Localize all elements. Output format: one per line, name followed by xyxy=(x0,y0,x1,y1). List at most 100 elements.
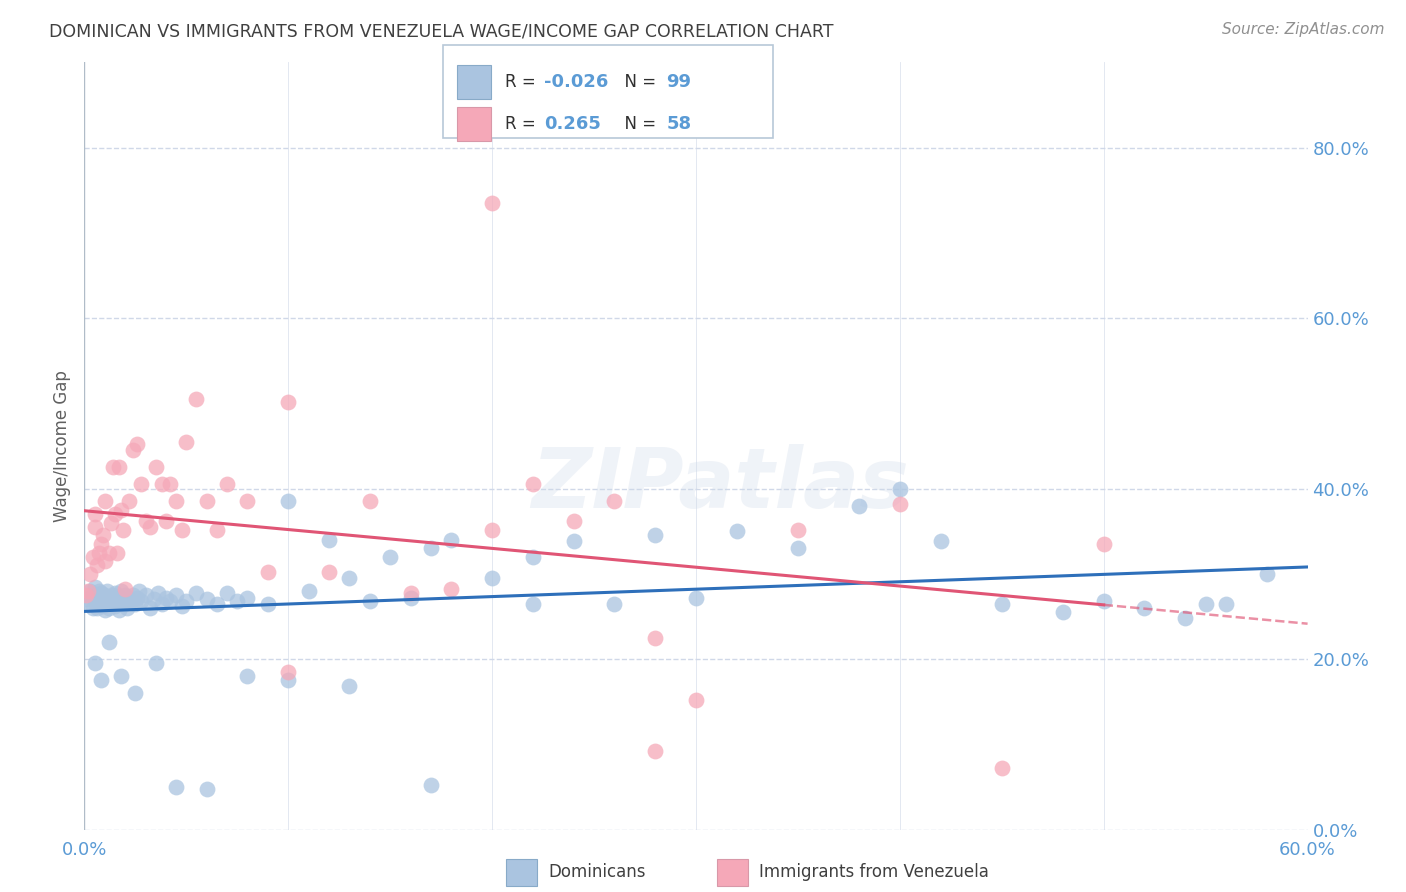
Point xyxy=(101,460,124,475)
Point xyxy=(174,434,197,449)
Point xyxy=(165,588,187,602)
Point xyxy=(380,549,402,564)
Point xyxy=(96,594,118,608)
Point xyxy=(124,686,146,700)
Point xyxy=(114,582,136,597)
Point xyxy=(1174,611,1197,625)
Point xyxy=(82,601,104,615)
Point xyxy=(127,591,149,605)
Point xyxy=(110,591,132,605)
Point xyxy=(108,460,131,475)
Point xyxy=(339,571,361,585)
Text: R =: R = xyxy=(505,73,541,91)
Point xyxy=(86,558,108,573)
Point xyxy=(145,460,167,475)
Point xyxy=(91,592,114,607)
Point xyxy=(195,494,218,508)
Point xyxy=(195,592,218,607)
Point xyxy=(339,679,361,693)
Point xyxy=(522,477,544,491)
Point xyxy=(644,744,666,758)
Point xyxy=(236,591,259,605)
Point xyxy=(104,599,127,614)
Point xyxy=(1195,597,1218,611)
Point xyxy=(91,599,114,614)
Point xyxy=(150,477,173,491)
Point xyxy=(131,477,153,491)
Point xyxy=(399,585,422,599)
Point xyxy=(205,597,228,611)
Point xyxy=(1092,537,1115,551)
Point xyxy=(1256,566,1278,581)
Text: N =: N = xyxy=(614,115,662,133)
Point xyxy=(90,585,112,599)
Point xyxy=(122,443,145,458)
Point xyxy=(318,565,340,579)
Text: DOMINICAN VS IMMIGRANTS FROM VENEZUELA WAGE/INCOME GAP CORRELATION CHART: DOMINICAN VS IMMIGRANTS FROM VENEZUELA W… xyxy=(49,22,834,40)
Point xyxy=(96,583,118,598)
Point xyxy=(110,669,132,683)
Point xyxy=(644,528,666,542)
Point xyxy=(138,520,160,534)
Point xyxy=(172,599,194,614)
Point xyxy=(195,781,218,796)
Point xyxy=(127,437,149,451)
Point xyxy=(118,494,141,508)
Text: ZIPatlas: ZIPatlas xyxy=(531,444,910,524)
Point xyxy=(90,597,112,611)
Point xyxy=(110,583,132,598)
Point xyxy=(93,494,115,508)
Point xyxy=(236,669,259,683)
Point xyxy=(118,592,141,607)
Point xyxy=(114,588,136,602)
Point xyxy=(83,592,105,607)
Text: R =: R = xyxy=(505,115,541,133)
Point xyxy=(124,597,146,611)
Point xyxy=(159,594,181,608)
Point xyxy=(1052,605,1074,619)
Point xyxy=(991,761,1014,775)
Point xyxy=(481,523,503,537)
Point xyxy=(562,514,585,528)
Point xyxy=(226,594,249,608)
Point xyxy=(83,580,105,594)
Point xyxy=(87,594,110,608)
Point xyxy=(135,588,157,602)
Point xyxy=(440,582,463,597)
Text: Source: ZipAtlas.com: Source: ZipAtlas.com xyxy=(1222,22,1385,37)
Point xyxy=(90,673,112,688)
Point xyxy=(257,565,280,579)
Point xyxy=(257,597,280,611)
Point xyxy=(93,588,115,602)
Point xyxy=(150,597,173,611)
Point xyxy=(101,588,124,602)
Point xyxy=(93,602,115,616)
Point xyxy=(104,585,127,599)
Point xyxy=(889,497,911,511)
Point xyxy=(298,583,321,598)
Point xyxy=(82,549,104,564)
Point xyxy=(128,583,150,598)
Point xyxy=(83,520,105,534)
Text: Dominicans: Dominicans xyxy=(548,863,645,881)
Point xyxy=(155,591,177,605)
Point xyxy=(159,477,181,491)
Point xyxy=(77,583,100,598)
Point xyxy=(889,482,911,496)
Point xyxy=(1133,601,1156,615)
Point xyxy=(522,549,544,564)
Point xyxy=(217,477,239,491)
Point xyxy=(562,534,585,549)
Point xyxy=(77,597,100,611)
Point xyxy=(112,523,135,537)
Y-axis label: Wage/Income Gap: Wage/Income Gap xyxy=(53,370,72,522)
Point xyxy=(603,597,626,611)
Text: 58: 58 xyxy=(666,115,692,133)
Point xyxy=(105,597,128,611)
Point xyxy=(108,602,131,616)
Text: 99: 99 xyxy=(666,73,692,91)
Point xyxy=(155,514,177,528)
Point xyxy=(399,591,422,605)
Point xyxy=(522,597,544,611)
Point xyxy=(120,594,142,608)
